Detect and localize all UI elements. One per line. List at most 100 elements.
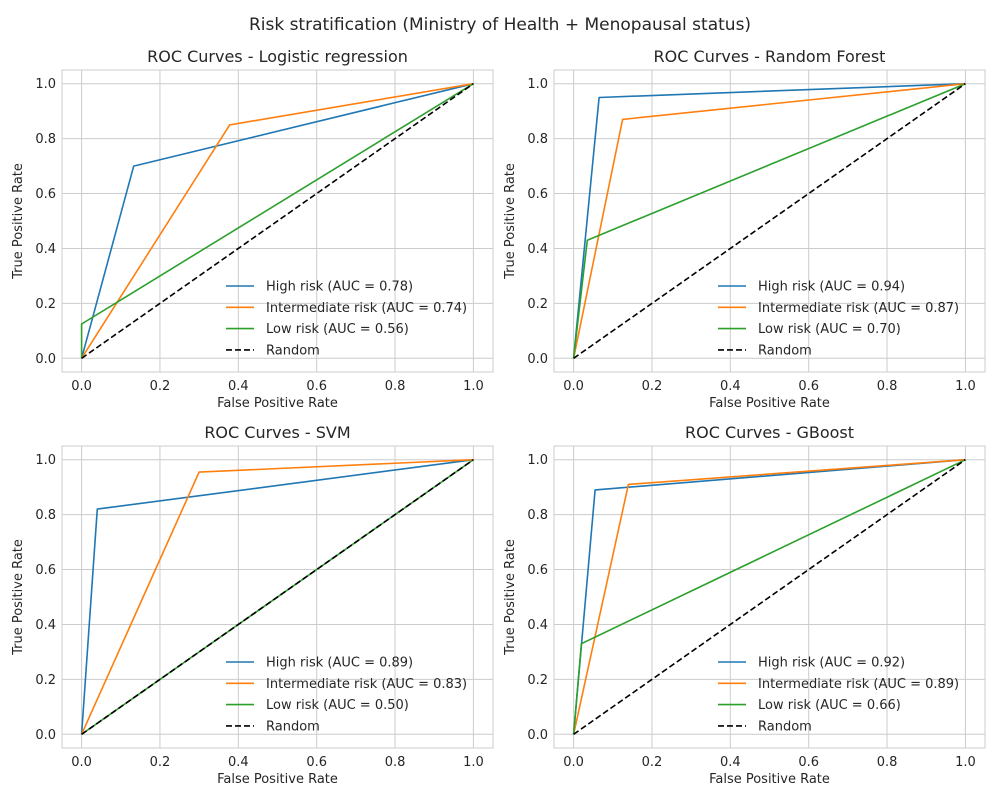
y-tick-label: 0.8 bbox=[527, 132, 548, 147]
y-tick-label: 1.0 bbox=[35, 77, 56, 92]
legend-label: High risk (AUC = 0.92) bbox=[758, 656, 905, 671]
x-tick-label: 0.2 bbox=[150, 755, 171, 770]
legend-label: Intermediate risk (AUC = 0.83) bbox=[266, 677, 467, 692]
series-line bbox=[80, 83, 474, 359]
legend: High risk (AUC = 0.78) Intermediate risk … bbox=[226, 280, 467, 358]
subplot-4: ROC Curves - GBoost 0.0 0.2 0.4 0.6 0.8 1.0 0.0… bbox=[503, 423, 986, 787]
legend-label: Low risk (AUC = 0.56) bbox=[266, 322, 409, 337]
x-tick-label: 0.0 bbox=[563, 755, 584, 770]
y-axis-label: True Positive Rate bbox=[503, 163, 518, 280]
y-tick-label: 0.0 bbox=[527, 352, 548, 367]
x-tick-label: 0.4 bbox=[720, 379, 741, 394]
legend-label: Random bbox=[266, 719, 320, 734]
x-tick-label: 0.0 bbox=[563, 379, 584, 394]
x-tick-label: 0.4 bbox=[228, 379, 249, 394]
x-tick-label: 0.8 bbox=[385, 755, 406, 770]
x-tick-label: 0.0 bbox=[71, 379, 92, 394]
subplot-title: ROC Curves - Logistic regression bbox=[147, 47, 408, 66]
x-tick-label: 0.6 bbox=[306, 379, 327, 394]
y-tick-label: 0.0 bbox=[35, 728, 56, 743]
y-tick-label: 0.4 bbox=[527, 618, 548, 633]
legend-label: Intermediate risk (AUC = 0.87) bbox=[758, 301, 959, 316]
legend: High risk (AUC = 0.89) Intermediate risk … bbox=[226, 656, 467, 734]
y-tick-label: 1.0 bbox=[527, 453, 548, 468]
legend-label: Low risk (AUC = 0.70) bbox=[758, 322, 901, 337]
y-tick-label: 0.2 bbox=[527, 673, 548, 688]
y-axis-label: True Positive Rate bbox=[11, 539, 26, 656]
series-line bbox=[572, 458, 966, 735]
plot-frame bbox=[61, 445, 494, 749]
x-axis-label: False Positive Rate bbox=[217, 396, 338, 411]
x-tick-label: 1.0 bbox=[955, 755, 976, 770]
y-tick-label: 0.2 bbox=[35, 673, 56, 688]
legend-label: High risk (AUC = 0.89) bbox=[266, 656, 413, 671]
x-axis-label: False Positive Rate bbox=[217, 772, 338, 787]
x-tick-label: 0.6 bbox=[798, 379, 819, 394]
subplot-3: ROC Curves - SVM 0.0 0.2 0.4 0.6 0.8 1.0 0.0 0.2… bbox=[11, 423, 494, 787]
plot-frame bbox=[553, 69, 986, 373]
y-tick-label: 1.0 bbox=[35, 453, 56, 468]
plot-frame bbox=[61, 69, 494, 373]
subplot-title: ROC Curves - Random Forest bbox=[654, 47, 886, 66]
subplot-title: ROC Curves - GBoost bbox=[685, 423, 854, 442]
subplot-title: ROC Curves - SVM bbox=[204, 423, 350, 442]
x-axis-label: False Positive Rate bbox=[709, 772, 830, 787]
x-axis-label: False Positive Rate bbox=[709, 396, 830, 411]
series-line bbox=[572, 82, 966, 359]
x-tick-label: 1.0 bbox=[463, 755, 484, 770]
series-line bbox=[573, 459, 966, 735]
series-line bbox=[80, 458, 474, 735]
x-tick-label: 0.2 bbox=[150, 379, 171, 394]
y-tick-label: 0.8 bbox=[35, 132, 56, 147]
x-tick-label: 0.4 bbox=[720, 755, 741, 770]
x-tick-label: 0.8 bbox=[877, 379, 898, 394]
subplot-2: ROC Curves - Random Forest 0.0 0.2 0.4 0.6 0.… bbox=[503, 47, 986, 411]
series-line bbox=[80, 82, 474, 359]
y-tick-label: 0.2 bbox=[527, 297, 548, 312]
x-tick-label: 0.6 bbox=[798, 755, 819, 770]
y-tick-label: 0.0 bbox=[35, 352, 56, 367]
legend-label: Intermediate risk (AUC = 0.89) bbox=[758, 677, 959, 692]
series-line bbox=[81, 459, 474, 735]
legend: High risk (AUC = 0.94) Intermediate risk … bbox=[718, 280, 959, 358]
y-tick-label: 0.6 bbox=[35, 187, 56, 202]
legend-label: Random bbox=[758, 343, 812, 358]
legend-label: Random bbox=[758, 719, 812, 734]
x-tick-label: 0.8 bbox=[877, 755, 898, 770]
series-line bbox=[80, 82, 474, 359]
plot-frame bbox=[553, 445, 986, 749]
legend-label: High risk (AUC = 0.78) bbox=[266, 280, 413, 295]
series-line bbox=[572, 458, 966, 735]
x-tick-label: 1.0 bbox=[463, 379, 484, 394]
y-tick-label: 1.0 bbox=[527, 77, 548, 92]
y-axis-label: True Positive Rate bbox=[503, 539, 518, 656]
y-tick-label: 0.2 bbox=[35, 297, 56, 312]
y-tick-label: 0.4 bbox=[527, 242, 548, 257]
legend: High risk (AUC = 0.92) Intermediate risk … bbox=[718, 656, 959, 734]
legend-label: Low risk (AUC = 0.66) bbox=[758, 698, 901, 713]
x-tick-label: 0.0 bbox=[71, 755, 92, 770]
x-tick-label: 0.4 bbox=[228, 755, 249, 770]
x-tick-label: 0.2 bbox=[642, 755, 663, 770]
series-line bbox=[572, 82, 966, 359]
x-tick-label: 0.2 bbox=[642, 379, 663, 394]
series-line bbox=[573, 83, 966, 359]
series-line bbox=[572, 82, 966, 359]
y-tick-label: 0.8 bbox=[527, 508, 548, 523]
x-tick-label: 0.6 bbox=[306, 755, 327, 770]
legend-label: Intermediate risk (AUC = 0.74) bbox=[266, 301, 467, 316]
subplot-1: ROC Curves - Logistic regression 0.0 0.2 0.… bbox=[11, 47, 494, 411]
legend-label: Low risk (AUC = 0.50) bbox=[266, 698, 409, 713]
y-tick-label: 0.0 bbox=[527, 728, 548, 743]
y-tick-label: 0.4 bbox=[35, 242, 56, 257]
x-tick-label: 0.8 bbox=[385, 379, 406, 394]
y-tick-label: 0.6 bbox=[527, 187, 548, 202]
y-tick-label: 0.6 bbox=[527, 563, 548, 578]
legend-label: Random bbox=[266, 343, 320, 358]
series-line bbox=[81, 83, 474, 359]
x-tick-label: 1.0 bbox=[955, 379, 976, 394]
legend-label: High risk (AUC = 0.94) bbox=[758, 280, 905, 295]
series-line bbox=[80, 458, 474, 735]
y-tick-label: 0.6 bbox=[35, 563, 56, 578]
